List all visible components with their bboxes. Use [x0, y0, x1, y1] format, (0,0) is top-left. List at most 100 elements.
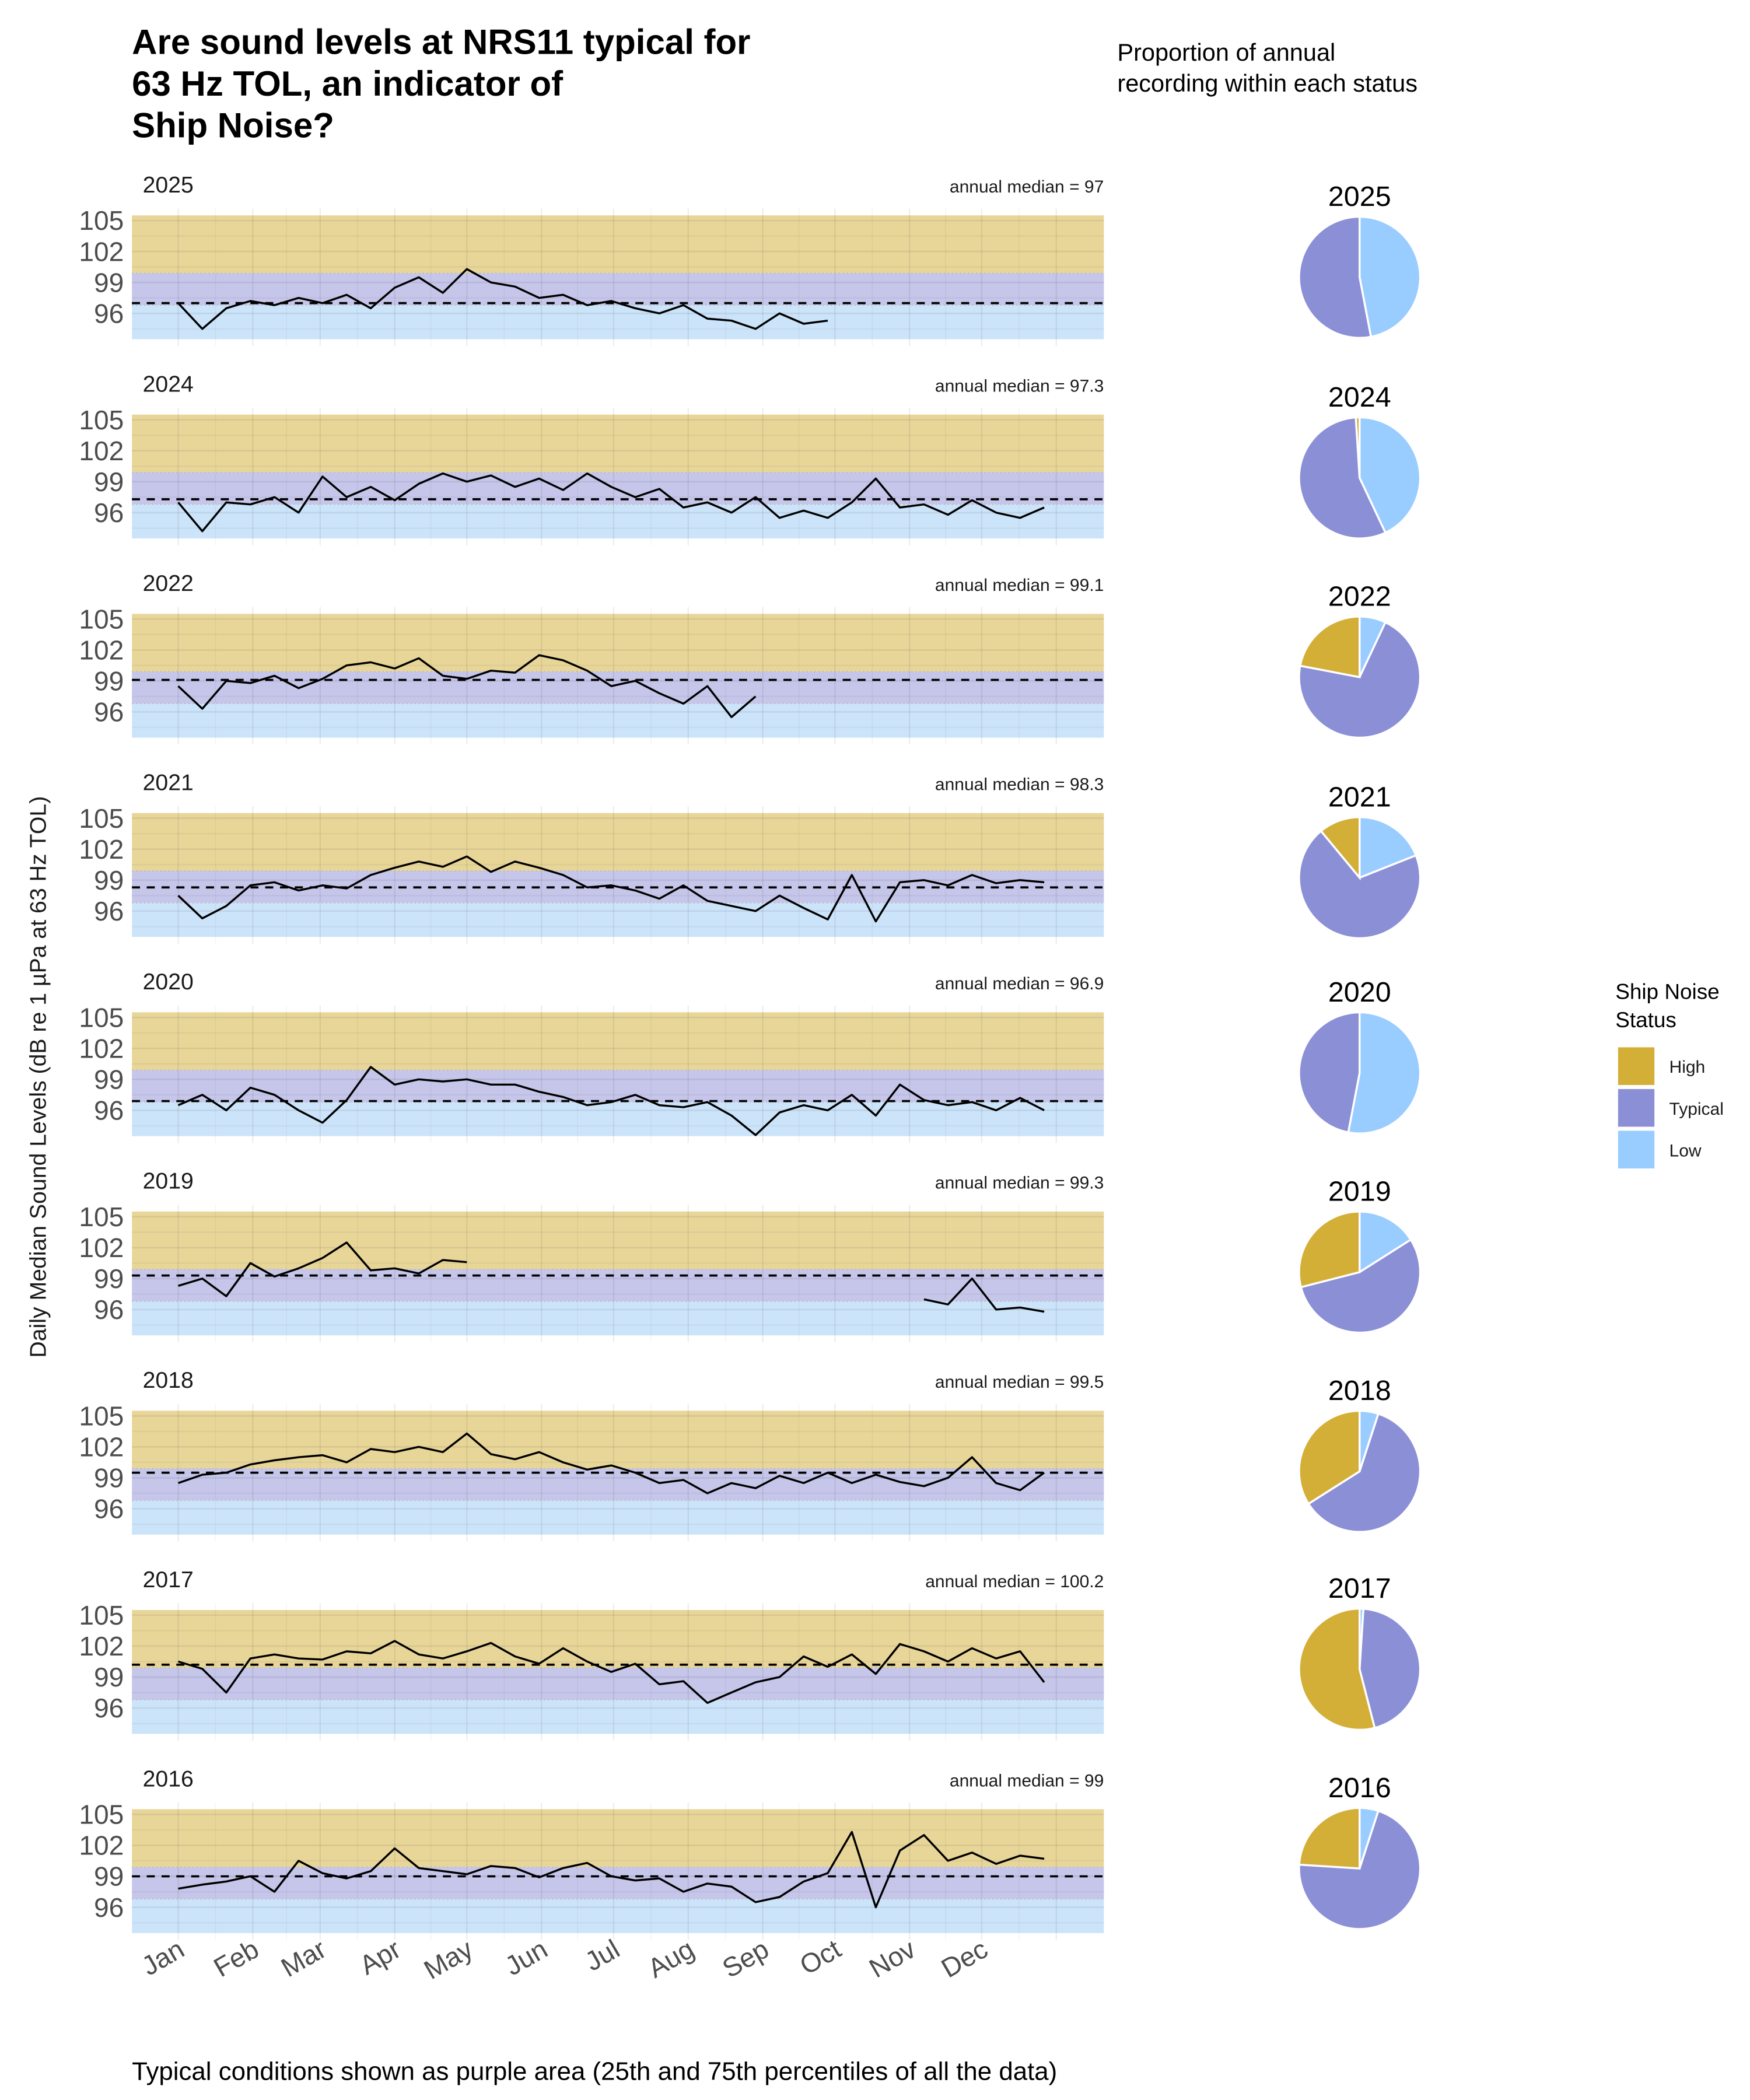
y-tick-label: 105	[79, 1002, 124, 1032]
annual-median-label: annual median = 99	[950, 1771, 1104, 1790]
month-label-oct: Oct	[794, 1933, 846, 1980]
caption: Typical conditions shown as purple area …	[132, 2057, 1057, 2085]
pie-2019: 2019	[1298, 1175, 1422, 1334]
pie-slice-low	[1347, 1011, 1422, 1135]
band-high	[132, 1211, 1104, 1269]
y-tick-label: 102	[79, 1233, 124, 1263]
y-tick-label: 96	[94, 1096, 124, 1126]
y-tick-label: 105	[79, 1800, 124, 1830]
month-label-aug: Aug	[643, 1933, 699, 1983]
pie-slice-typical	[1298, 1011, 1361, 1134]
band-low	[132, 1301, 1104, 1336]
title-line-2: 63 Hz TOL, an indicator of	[132, 64, 564, 103]
y-tick-label: 99	[94, 267, 124, 298]
pie-slice-typical	[1298, 621, 1422, 739]
pie-slice-typical	[1300, 1238, 1422, 1334]
y-tick-label: 96	[94, 498, 124, 528]
pie-heading-line-1: Proportion of annual	[1117, 38, 1335, 66]
daily-level-line	[177, 654, 757, 719]
month-label-sep: Sep	[717, 1933, 774, 1983]
legend-title-line-1: Ship Noise	[1615, 979, 1719, 1003]
pie-slice-high	[1298, 1409, 1361, 1506]
month-label-mar: Mar	[276, 1933, 331, 1983]
daily-level-line	[178, 1241, 467, 1297]
pie-slice-typical	[1298, 416, 1387, 540]
y-tick-label: 102	[79, 1432, 124, 1462]
band-typical	[132, 1070, 1104, 1102]
band-high	[132, 1809, 1104, 1867]
y-tick-label: 99	[94, 1065, 124, 1095]
y-tick-label: 102	[79, 236, 124, 267]
daily-level-line	[177, 855, 1045, 923]
band-typical	[132, 671, 1104, 704]
pie-slice-low	[1359, 1210, 1412, 1274]
band-high	[132, 1410, 1104, 1469]
annual-median-label: annual median = 99.1	[935, 576, 1104, 595]
pie-slice-typical	[1359, 1608, 1422, 1730]
month-label-jul: Jul	[580, 1933, 625, 1977]
legend: Ship Noise Status High Typical Low	[1615, 979, 1724, 1169]
month-label-jan: Jan	[136, 1933, 189, 1981]
y-tick-label: 105	[79, 1401, 124, 1431]
pie-heading: Proportion of annual recording within ea…	[1117, 38, 1418, 97]
month-label-nov: Nov	[864, 1933, 921, 1983]
legend-label-typical: Typical	[1670, 1100, 1724, 1119]
band-high	[132, 614, 1104, 672]
y-tick-label: 102	[79, 1831, 124, 1861]
y-tick-label: 96	[94, 1494, 124, 1524]
y-tick-label: 99	[94, 467, 124, 497]
pie-2016: 2016	[1298, 1772, 1422, 1930]
band-typical	[132, 1269, 1104, 1301]
annual-median-label: annual median = 96.9	[935, 974, 1104, 993]
band-high	[132, 414, 1104, 473]
band-typical	[132, 472, 1104, 505]
annual-median-label: annual median = 99.5	[935, 1373, 1104, 1392]
pie-heading-line-2: recording within each status	[1117, 69, 1418, 97]
month-label-jun: Jun	[500, 1933, 552, 1981]
band-typical	[132, 1867, 1104, 1899]
pie-year-label: 2016	[1328, 1772, 1391, 1804]
pie-slice-typical	[1298, 830, 1422, 940]
y-tick-label: 99	[94, 1861, 124, 1892]
pie-2022: 2022	[1298, 580, 1422, 739]
pie-slice-typical	[1298, 215, 1373, 339]
y-tick-label: 99	[94, 865, 124, 895]
pie-year-label: 2017	[1328, 1573, 1391, 1604]
daily-level-line	[177, 268, 828, 330]
pie-2024: 2024	[1298, 382, 1422, 540]
pie-slice-low	[1359, 416, 1422, 534]
title-line-1: Are sound levels at NRS11 typical for	[132, 22, 750, 61]
legend-title-line-2: Status	[1615, 1008, 1676, 1032]
pie-2021: 2021	[1298, 781, 1422, 940]
y-tick-label: 105	[79, 205, 124, 236]
pie-slice-typical	[1298, 1810, 1422, 1930]
y-tick-label: 105	[79, 604, 124, 634]
title-line-3: Ship Noise?	[132, 106, 334, 145]
daily-level-line	[923, 1278, 1045, 1313]
band-low	[132, 1102, 1104, 1136]
panel-year-label: 2017	[143, 1567, 194, 1592]
y-tick-label: 99	[94, 1662, 124, 1692]
y-tick-label: 102	[79, 1033, 124, 1063]
pie-slice-high	[1320, 816, 1361, 881]
panel-year-label: 2016	[143, 1766, 194, 1791]
pie-slice-low	[1359, 816, 1418, 880]
pie-slice-high	[1298, 1210, 1361, 1289]
band-high	[132, 1610, 1104, 1668]
band-low	[132, 902, 1104, 937]
legend-key-typical	[1618, 1088, 1655, 1127]
pie-year-label: 2021	[1328, 781, 1391, 813]
pie-2017: 2017	[1298, 1573, 1422, 1731]
pie-year-label: 2018	[1328, 1375, 1391, 1406]
panel-year-label: 2025	[143, 172, 194, 198]
panel-year-label: 2022	[143, 570, 194, 596]
band-high	[132, 813, 1104, 871]
pie-slice-high	[1298, 615, 1361, 678]
band-low	[132, 1699, 1104, 1734]
